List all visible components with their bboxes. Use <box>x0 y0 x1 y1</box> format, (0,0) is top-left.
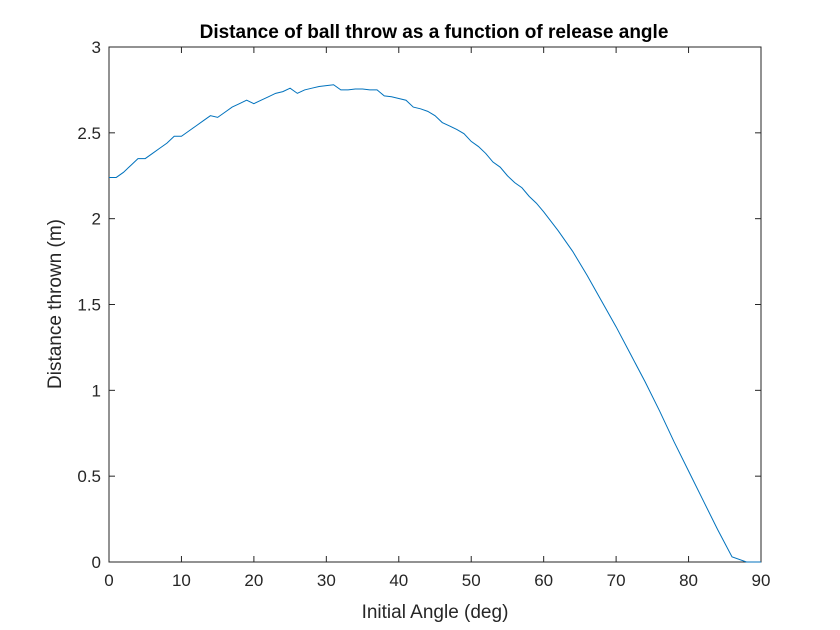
x-tick-label: 50 <box>462 571 481 590</box>
y-tick-label: 1.5 <box>77 296 101 315</box>
x-axis-label: Initial Angle (deg) <box>362 602 509 623</box>
x-tick-label: 90 <box>752 571 771 590</box>
x-tick-label: 60 <box>534 571 553 590</box>
x-tick-label: 30 <box>317 571 336 590</box>
y-axis: 0 0.5 1 1.5 2 2.5 3 <box>77 38 761 572</box>
y-axis-label: Distance thrown (m) <box>45 219 66 389</box>
chart-title: Distance of ball throw as a function of … <box>200 22 669 43</box>
y-tick-label: 0 <box>92 553 101 572</box>
x-tick-label: 10 <box>172 571 191 590</box>
y-tick-label: 3 <box>92 38 101 57</box>
x-tick-label: 0 <box>104 571 113 590</box>
plot-frame <box>108 46 762 563</box>
x-tick-label: 70 <box>607 571 626 590</box>
plot-area: 0 10 20 30 40 50 60 70 80 90 0 0.5 1 1.5 2 2.5 3 <box>77 38 770 590</box>
x-tick-label: 20 <box>244 571 263 590</box>
y-tick-label: 2.5 <box>77 124 101 143</box>
y-tick-label: 2 <box>92 210 101 229</box>
y-tick-label: 1 <box>92 381 101 400</box>
x-tick-label: 40 <box>389 571 408 590</box>
series-line <box>109 84 761 563</box>
x-tick-label: 80 <box>679 571 698 590</box>
y-tick-label: 0.5 <box>77 467 101 486</box>
x-axis: 0 10 20 30 40 50 60 70 80 90 <box>104 47 770 590</box>
